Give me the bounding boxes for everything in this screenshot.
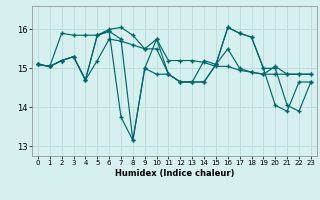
- X-axis label: Humidex (Indice chaleur): Humidex (Indice chaleur): [115, 169, 234, 178]
